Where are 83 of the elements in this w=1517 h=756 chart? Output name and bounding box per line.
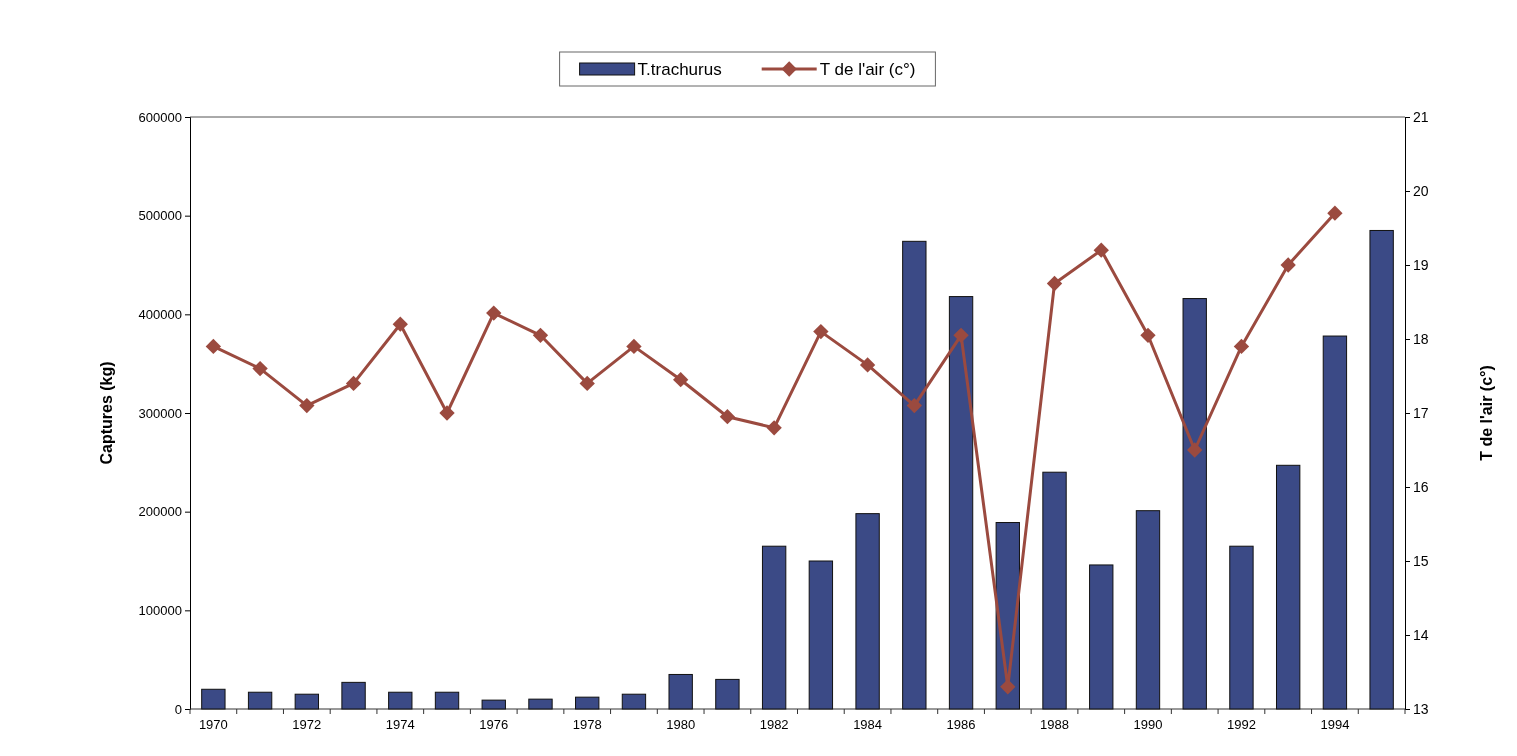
bar bbox=[434, 691, 460, 710]
point bbox=[345, 375, 362, 392]
y-tick-label: 500000 bbox=[138, 208, 182, 224]
point bbox=[766, 420, 782, 436]
x-tick-label: 1970 bbox=[198, 717, 228, 732]
x-tick-label: 1972 bbox=[292, 717, 322, 732]
y2-tick-label: 15 bbox=[1413, 552, 1429, 569]
x-tick-label: 1982 bbox=[759, 717, 789, 732]
bar bbox=[1089, 564, 1114, 710]
point bbox=[439, 405, 455, 421]
bar bbox=[1042, 471, 1067, 710]
point bbox=[579, 375, 595, 392]
point bbox=[673, 372, 689, 388]
x-tick-label: 1978 bbox=[572, 717, 602, 732]
bar bbox=[388, 691, 413, 710]
point bbox=[1093, 242, 1109, 258]
point bbox=[299, 397, 315, 414]
y2-tick-label: 21 bbox=[1413, 108, 1429, 125]
bar bbox=[481, 699, 506, 710]
y-tick-label: 0 bbox=[174, 701, 182, 717]
bar bbox=[621, 693, 647, 710]
y2-tick-label: 14 bbox=[1413, 626, 1429, 643]
bar bbox=[1369, 229, 1394, 710]
bar bbox=[761, 545, 787, 710]
y2-tick-label: 16 bbox=[1413, 478, 1429, 495]
y-tick-label: 300000 bbox=[138, 405, 182, 421]
point bbox=[486, 305, 502, 321]
bar bbox=[808, 560, 834, 710]
x-tick-label: 1980 bbox=[666, 717, 696, 732]
y-tick-label: 100000 bbox=[138, 602, 182, 618]
bar bbox=[294, 693, 320, 710]
point bbox=[719, 409, 736, 425]
bar bbox=[528, 698, 553, 710]
x-tick-label: 1984 bbox=[853, 717, 883, 732]
bar bbox=[1182, 298, 1207, 710]
bar bbox=[715, 678, 740, 710]
y2-tick-label: 20 bbox=[1413, 182, 1429, 199]
point bbox=[1000, 679, 1016, 695]
bar bbox=[1275, 464, 1301, 710]
bar bbox=[668, 673, 693, 710]
y2-tick-label: 13 bbox=[1413, 700, 1429, 717]
point bbox=[626, 338, 642, 355]
y-axis-title: Captures (kg) bbox=[98, 361, 115, 465]
point bbox=[813, 323, 829, 340]
bar bbox=[341, 681, 366, 710]
bar bbox=[1135, 510, 1161, 710]
point bbox=[1140, 327, 1156, 343]
bar bbox=[1229, 545, 1254, 710]
point bbox=[1046, 275, 1063, 292]
x-tick-label: 1988 bbox=[1040, 717, 1069, 732]
point bbox=[205, 338, 222, 355]
legend-label: T.trachurus bbox=[637, 60, 722, 79]
point bbox=[532, 327, 549, 343]
point bbox=[392, 316, 408, 332]
y-tick-label: 400000 bbox=[138, 306, 182, 322]
point bbox=[953, 327, 969, 343]
point bbox=[859, 357, 876, 373]
x-tick-label: 1974 bbox=[385, 717, 415, 732]
bar bbox=[902, 240, 927, 710]
bar bbox=[201, 688, 226, 710]
y2-tick-label: 19 bbox=[1413, 256, 1429, 273]
y2-tick-label: 17 bbox=[1413, 404, 1429, 421]
point bbox=[252, 360, 268, 377]
legend-label: T de l'air (c°) bbox=[819, 60, 916, 79]
x-tick-label: 1992 bbox=[1226, 717, 1256, 732]
point bbox=[1280, 257, 1296, 273]
y2-tick-label: 18 bbox=[1413, 330, 1429, 347]
x-tick-label: 1976 bbox=[479, 717, 509, 732]
y-tick-label: 200000 bbox=[138, 504, 182, 520]
bar bbox=[948, 296, 974, 710]
bar bbox=[855, 513, 880, 710]
bar bbox=[1322, 335, 1348, 710]
point bbox=[1187, 442, 1203, 458]
x-tick-label: 1990 bbox=[1133, 717, 1163, 732]
point bbox=[1233, 338, 1250, 355]
y-tick-label: 600000 bbox=[138, 109, 182, 125]
bar bbox=[247, 691, 273, 710]
x-tick-label: 1994 bbox=[1320, 717, 1350, 732]
y2-axis-title: T de l'air (c°) bbox=[1478, 365, 1495, 461]
point bbox=[906, 397, 922, 414]
point bbox=[1327, 205, 1343, 221]
x-tick-label: 1986 bbox=[946, 717, 976, 732]
bar bbox=[575, 696, 600, 710]
